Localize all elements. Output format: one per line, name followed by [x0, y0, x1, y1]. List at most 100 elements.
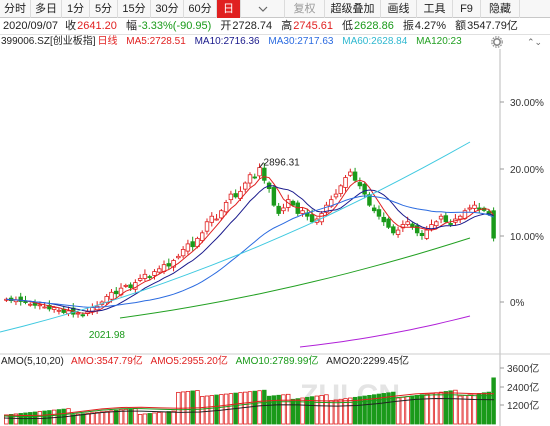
- amo5-value: AMO5:2955.20亿: [150, 356, 228, 367]
- candle-up: [324, 204, 329, 213]
- toolbar-button-2[interactable]: 1分: [62, 0, 90, 18]
- high-label: 高: [281, 20, 293, 32]
- volume-bar-up: [314, 395, 320, 425]
- volume-bar-up: [123, 408, 129, 425]
- volume-bar-down: [391, 391, 396, 425]
- amo20-line: [3, 397, 495, 420]
- volume-bar-up: [137, 414, 143, 425]
- toolbar-button-11[interactable]: 画线: [381, 0, 417, 18]
- toolbar-button-0[interactable]: 分时: [0, 0, 31, 18]
- volume-bar-up: [157, 412, 162, 425]
- gear-icon[interactable]: [491, 36, 503, 48]
- volume-bar-up: [338, 398, 343, 425]
- toolbar-button-4[interactable]: 15分: [118, 0, 151, 18]
- volume-bar-up: [90, 412, 95, 425]
- candle-up: [405, 221, 410, 225]
- candle-down: [376, 209, 382, 217]
- volume-bar-up: [348, 397, 353, 425]
- volume-bar-down: [262, 389, 267, 425]
- volume-bar-down: [376, 393, 382, 425]
- volume-bar-up: [467, 394, 472, 425]
- candle-up: [157, 268, 162, 273]
- volume-bar-down: [309, 396, 315, 425]
- toolbar-button-5[interactable]: 30分: [151, 0, 184, 18]
- toolbar-button-10[interactable]: 超级叠加: [325, 0, 381, 18]
- amo10-value: AMO10:2789.99亿: [235, 356, 319, 367]
- toolbar-button-12[interactable]: 工具: [417, 0, 453, 18]
- candle-down: [276, 205, 281, 214]
- volume-bar-up: [438, 391, 444, 425]
- expand-collapse-icon[interactable]: ⌃⌄: [527, 37, 543, 47]
- volume-bar-up: [429, 393, 434, 425]
- candle-down: [147, 276, 152, 278]
- close-label: 收: [65, 20, 77, 32]
- candle-up: [223, 202, 229, 213]
- vol-tick-label: 1200亿: [507, 399, 539, 412]
- toolbar-button-6[interactable]: 60分: [184, 0, 217, 18]
- volume-bar-up: [204, 395, 210, 425]
- volume-bar-down: [47, 410, 52, 425]
- candle-up: [472, 204, 477, 209]
- open-label: 开: [220, 20, 232, 32]
- candle-down: [491, 210, 496, 239]
- volume-bar-up: [424, 393, 429, 425]
- candle-up: [333, 193, 339, 198]
- candle-down: [262, 167, 267, 181]
- candle-up: [56, 309, 62, 312]
- toolbar-button-7[interactable]: 日: [217, 0, 241, 18]
- volume-indicator-row: AMO(5,10,20) AMO:3547.79亿 AMO5:2955.20亿 …: [0, 355, 550, 369]
- volume-bar-up: [434, 392, 439, 425]
- volume-bar-up: [472, 393, 477, 425]
- amo-title: AMO(5,10,20): [1, 356, 64, 367]
- volume-bar-up: [142, 413, 148, 425]
- candle-up: [37, 304, 43, 307]
- volume-bar-down: [8, 414, 14, 425]
- volume-bar-down: [252, 390, 257, 425]
- y-tick-label: 20.00%: [510, 165, 544, 176]
- close-value: 2641.20: [77, 20, 117, 32]
- volume-bar-up: [333, 399, 339, 425]
- candle-up: [209, 215, 215, 223]
- volume-bar-up: [257, 390, 262, 425]
- candle-down: [367, 194, 372, 206]
- volume-bar-down: [362, 395, 367, 425]
- toolbar-button-1[interactable]: 多日: [31, 0, 62, 18]
- volume-bar-down: [352, 396, 358, 425]
- candle-down: [80, 314, 86, 317]
- toolbar-button-9[interactable]: 复权: [285, 0, 325, 18]
- volume-bar-up: [209, 395, 215, 425]
- ma250-line: [299, 315, 471, 348]
- candle-down: [166, 263, 172, 267]
- low-label: 低: [342, 20, 354, 32]
- amplitude-label: 振: [402, 20, 414, 32]
- volume-bar-down: [271, 395, 277, 425]
- volume-bar-up: [171, 410, 176, 425]
- candle-down: [309, 214, 315, 223]
- ma30-value: MA30:2717.63: [268, 36, 334, 47]
- amo10-line: [3, 394, 495, 418]
- candle-up: [185, 243, 191, 252]
- volume-bar-up: [462, 394, 468, 425]
- amount-value: 3547.79亿: [467, 20, 518, 32]
- ma5-value: MA5:2728.51: [126, 36, 186, 47]
- candle-up: [75, 312, 81, 315]
- volume-bar-down: [305, 396, 310, 425]
- candle-up: [137, 278, 143, 281]
- candle-up: [300, 210, 305, 214]
- candle-down: [18, 296, 23, 302]
- candle-up: [424, 229, 429, 239]
- volume-bar-up: [37, 411, 43, 425]
- candle-up: [109, 291, 114, 300]
- amplitude-value: 4.27%: [414, 20, 447, 32]
- candle-up: [214, 218, 219, 221]
- toolbar-button-14[interactable]: 隐藏: [481, 0, 520, 18]
- period-toolbar: 分时 多日 1分 5分 15分 30分 60分日 复权 超级叠加 画线 工具 F9 隐藏: [0, 0, 550, 18]
- candle-down: [391, 226, 396, 234]
- toolbar-button-3[interactable]: 5分: [90, 0, 118, 18]
- candle-down: [371, 207, 377, 212]
- chevron-down-icon[interactable]: [241, 0, 285, 18]
- volume-bar-up: [395, 397, 401, 425]
- toolbar-button-13[interactable]: F9: [453, 0, 481, 18]
- volume-bar-down: [214, 394, 219, 425]
